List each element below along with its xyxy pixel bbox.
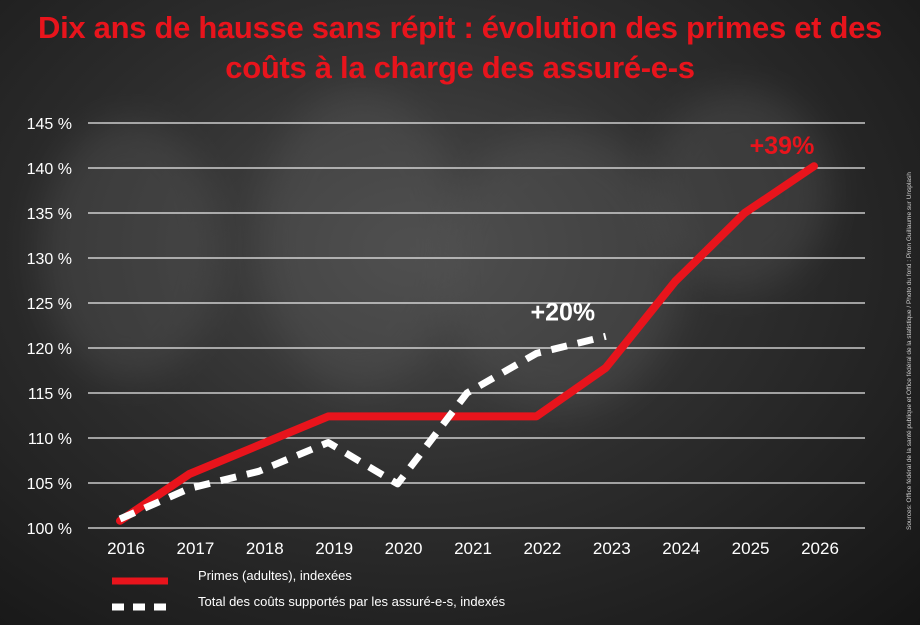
y-tick-label: 125 %	[27, 296, 72, 313]
y-tick-label: 145 %	[27, 116, 72, 133]
x-tick-label: 2022	[523, 539, 561, 558]
x-tick-label: 2024	[662, 539, 700, 558]
legend-label-couts: Total des coûts supportés par les assuré…	[198, 594, 506, 609]
background-figure	[440, 130, 680, 410]
x-tick-label: 2021	[454, 539, 492, 558]
x-tick-label: 2019	[315, 539, 353, 558]
y-tick-label: 130 %	[27, 251, 72, 268]
background-figure	[260, 90, 460, 390]
x-tick-label: 2023	[593, 539, 631, 558]
annotation-label: +39%	[750, 132, 815, 160]
x-tick-label: 2026	[801, 539, 839, 558]
background-figure	[40, 120, 220, 380]
x-tick-label: 2018	[246, 539, 284, 558]
x-tick-label: 2017	[176, 539, 214, 558]
legend-swatch-primes	[110, 572, 170, 585]
y-tick-label: 140 %	[27, 161, 72, 178]
x-tick-label: 2016	[107, 539, 145, 558]
y-tick-label: 100 %	[27, 521, 72, 538]
y-tick-label: 135 %	[27, 206, 72, 223]
legend-swatch-couts	[110, 598, 170, 611]
series-line-couts	[118, 332, 607, 523]
x-tick-label: 2020	[385, 539, 423, 558]
y-tick-label: 105 %	[27, 476, 72, 493]
y-tick-label: 120 %	[27, 341, 72, 358]
annotation-label: +20%	[530, 298, 595, 326]
source-credit: Sources: Office fédéral de la santé publ…	[906, 172, 913, 530]
y-tick-label: 115 %	[28, 386, 72, 403]
x-tick-label: 2025	[732, 539, 770, 558]
y-tick-label: 110 %	[28, 431, 72, 448]
chart-title: Dix ans de hausse sans répit : évolution…	[37, 10, 882, 85]
series-line-primes	[116, 162, 818, 525]
legend-label-primes: Primes (adultes), indexées	[198, 568, 352, 583]
